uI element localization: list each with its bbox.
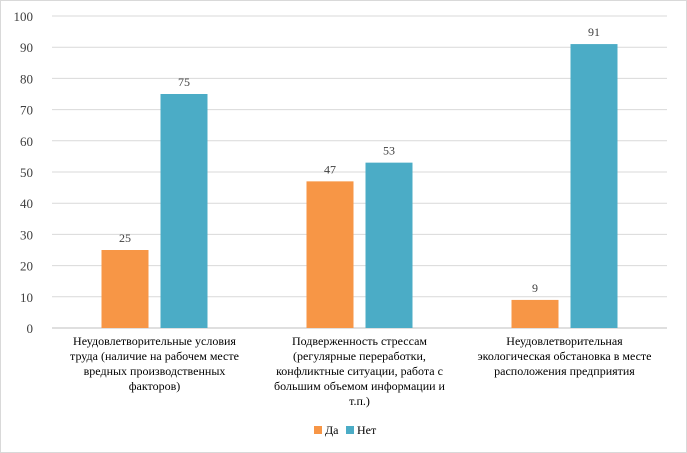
legend-swatch: [346, 426, 354, 434]
x-category-label: конфликтные ситуации, работа с: [276, 364, 443, 378]
data-label: 9: [532, 281, 538, 295]
bar-da: [306, 181, 354, 328]
y-tick-label: 70: [20, 103, 33, 118]
y-tick-label: 90: [20, 40, 33, 55]
y-tick-label: 40: [20, 196, 33, 211]
x-category-label: т.п.): [349, 394, 370, 408]
y-tick-label: 50: [20, 165, 33, 180]
y-tick-label: 80: [20, 71, 33, 86]
legend-label: Нет: [357, 423, 377, 437]
x-category-label: труда (наличие на рабочем месте: [70, 349, 239, 363]
y-tick-label: 30: [20, 227, 33, 242]
x-category-label: Неудовлетворительные условия: [73, 334, 236, 348]
x-category-label: (регулярные переработки,: [293, 349, 426, 363]
x-category-label: расположения предприятия: [494, 364, 635, 378]
bar-net: [570, 44, 618, 329]
y-tick-label: 0: [27, 321, 34, 336]
y-tick-label: 100: [14, 9, 34, 24]
legend-label: Да: [325, 423, 339, 437]
x-category-label: Подверженность стрессам: [292, 334, 427, 348]
data-label: 91: [588, 25, 600, 39]
bar-net: [160, 94, 208, 328]
y-tick-label: 10: [20, 290, 33, 305]
x-category-label: экологическая обстановка в месте: [477, 349, 651, 363]
bar-da: [101, 250, 149, 328]
x-category-label: Неудовлетворительная: [506, 334, 623, 348]
x-category-label: факторов): [129, 379, 181, 393]
bar-da: [511, 299, 559, 328]
bar-net: [365, 162, 413, 328]
data-label: 53: [383, 144, 395, 158]
data-label: 25: [119, 231, 131, 245]
x-category-label: вредных производственных: [84, 364, 226, 378]
legend-swatch: [314, 426, 322, 434]
y-tick-label: 20: [20, 259, 33, 274]
data-label: 47: [324, 162, 336, 176]
data-label: 75: [178, 75, 190, 89]
y-tick-label: 60: [20, 134, 33, 149]
x-category-label: большим объемом информации и: [274, 379, 446, 393]
